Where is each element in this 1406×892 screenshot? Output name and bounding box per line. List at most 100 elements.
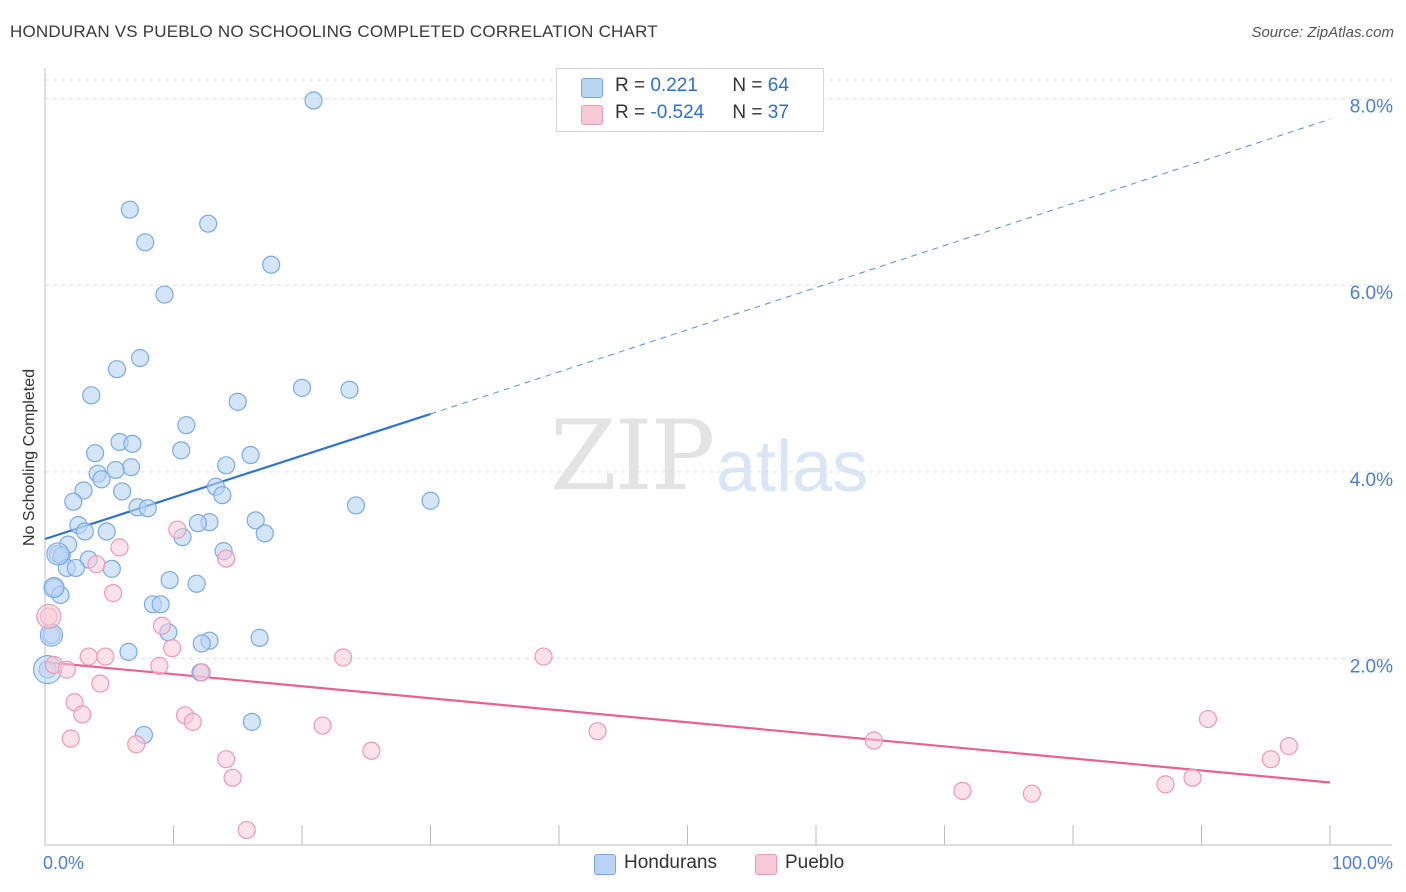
hondurans-point <box>346 496 366 515</box>
pueblo-point <box>313 716 332 735</box>
hondurans-point <box>292 378 312 397</box>
axis-labels: 2.0% 4.0% 6.0% 8.0% 0.0% 100.0% No Schooling C… <box>21 97 1393 873</box>
hondurans-point <box>188 514 208 533</box>
hondurans-point <box>138 499 157 518</box>
hondurans-point <box>97 522 116 541</box>
hondurans-trend-extension <box>430 118 1331 415</box>
pueblo-point <box>61 729 80 748</box>
pueblo-point <box>192 663 211 682</box>
hondurans-point <box>250 628 269 647</box>
pueblo-point <box>57 660 76 679</box>
hondurans-point <box>123 434 142 453</box>
hondurans-points <box>32 91 440 745</box>
pueblo-point <box>1022 784 1041 803</box>
pueblo-point <box>127 735 146 754</box>
legend-r-label: R = <box>615 102 651 123</box>
hondurans-point <box>112 482 132 501</box>
pueblo-point <box>953 781 972 800</box>
legend-n-value: 64 <box>767 75 789 96</box>
pueblo-point <box>163 639 182 658</box>
pueblo-point <box>1183 768 1202 787</box>
hondurans-point <box>160 570 179 590</box>
hondurans-point <box>262 255 281 274</box>
pueblo-point <box>1156 775 1175 794</box>
x-tick-label: 100.0% <box>1332 853 1393 873</box>
hondurans-legend-label: Hondurans <box>624 852 717 873</box>
hondurans-point <box>74 481 93 500</box>
y-tick-label: 4.0% <box>1350 470 1393 491</box>
hondurans-swatch <box>581 78 603 98</box>
legend-r-value: -0.524 <box>650 102 705 123</box>
hondurans-point <box>102 559 121 578</box>
hondurans-point <box>228 392 247 411</box>
hondurans-point <box>136 233 155 252</box>
hondurans-point <box>106 460 125 480</box>
hondurans-point <box>199 214 218 233</box>
legend-r-value: 0.221 <box>650 75 698 96</box>
pueblo-point <box>237 820 256 840</box>
hondurans-point <box>64 492 83 511</box>
pueblo-swatch <box>581 105 603 125</box>
pueblo-point <box>362 741 381 760</box>
pueblo-point-large <box>36 603 62 630</box>
source-label: Source: ZipAtlas.com <box>1251 24 1394 41</box>
hondurans-point-large <box>46 542 70 566</box>
chart-title: HONDURAN VS PUEBLO NO SCHOOLING COMPLETE… <box>10 22 658 41</box>
hondurans-point <box>217 456 236 475</box>
pueblo-point <box>1198 709 1218 729</box>
hondurans-point <box>130 348 150 368</box>
hondurans-point <box>187 574 206 593</box>
y-tick-label: 8.0% <box>1350 97 1393 118</box>
hondurans-point <box>246 511 265 530</box>
y-axis-label: No Schooling Completed <box>21 369 38 546</box>
hondurans-point <box>192 634 211 653</box>
x-tick-label: 0.0% <box>43 853 84 873</box>
hondurans-point <box>304 91 323 110</box>
pueblo-point <box>96 647 115 666</box>
y-tick-label: 6.0% <box>1350 283 1393 304</box>
pueblo-point <box>79 647 98 666</box>
hondurans-point <box>155 285 174 304</box>
y-tick-label: 2.0% <box>1350 656 1393 677</box>
axes <box>44 68 1392 846</box>
pueblo-point <box>104 584 123 603</box>
pueblo-point <box>183 712 202 731</box>
pueblo-point <box>534 647 553 666</box>
hondurans-point <box>242 712 261 731</box>
pueblo-point <box>168 520 187 539</box>
pueblo-point <box>150 656 169 675</box>
hondurans-point <box>255 524 274 543</box>
hondurans-point <box>213 486 232 505</box>
hondurans-point <box>121 458 141 477</box>
legend-n-value: 37 <box>767 102 789 123</box>
pueblo-point <box>334 648 353 667</box>
hondurans-point <box>172 441 191 460</box>
hondurans-point <box>241 445 260 465</box>
watermark-atlas: atlas <box>716 427 869 507</box>
pueblo-point <box>217 549 236 568</box>
hondurans-legend-swatch <box>594 854 616 875</box>
pueblo-legend-swatch <box>755 854 777 875</box>
hondurans-point <box>92 470 111 489</box>
pueblo-point <box>223 768 242 787</box>
hondurans-point <box>66 558 85 578</box>
pueblo-point <box>73 705 92 724</box>
hondurans-point-large <box>43 576 65 599</box>
legend-r-label: R = <box>615 75 651 96</box>
hondurans-point <box>421 491 440 510</box>
hondurans-point <box>75 522 94 541</box>
watermark-zip: ZIP <box>550 400 715 512</box>
hondurans-point <box>119 642 138 661</box>
pueblo-point <box>1261 750 1280 769</box>
legend-n-label: N = <box>732 75 768 96</box>
pueblo-point <box>217 750 236 769</box>
legend-n-label: N = <box>732 102 768 123</box>
pueblo-point <box>588 722 607 741</box>
grid-lines <box>45 79 1392 659</box>
hondurans-point <box>120 200 139 219</box>
pueblo-point <box>864 731 883 750</box>
hondurans-point <box>340 380 359 399</box>
trend-lines <box>44 118 1331 784</box>
hondurans-point <box>177 416 196 435</box>
